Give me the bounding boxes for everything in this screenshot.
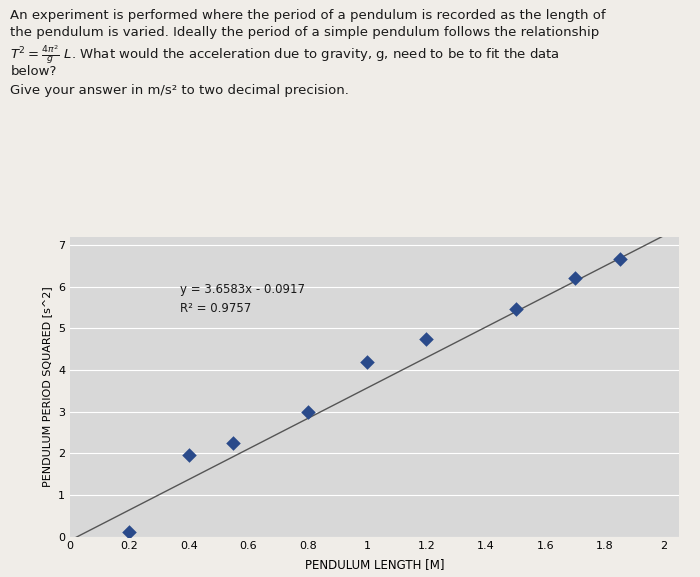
Point xyxy=(569,273,580,283)
Text: An experiment is performed where the period of a pendulum is recorded as the len: An experiment is performed where the per… xyxy=(10,9,606,22)
Point xyxy=(124,528,135,537)
Point xyxy=(614,255,625,264)
Point xyxy=(183,451,195,460)
Point xyxy=(510,305,522,314)
Point xyxy=(421,334,432,343)
Text: $T^2 = \frac{4\pi^2}{g}\ L$. What would the acceleration due to gravity, g, need: $T^2 = \frac{4\pi^2}{g}\ L$. What would … xyxy=(10,43,561,66)
Text: the pendulum is varied. Ideally the period of a simple pendulum follows the rela: the pendulum is varied. Ideally the peri… xyxy=(10,26,600,39)
Text: Give your answer in m/s² to two decimal precision.: Give your answer in m/s² to two decimal … xyxy=(10,84,349,97)
Text: below?: below? xyxy=(10,65,57,78)
Point xyxy=(228,439,239,448)
Text: y = 3.6583x - 0.0917: y = 3.6583x - 0.0917 xyxy=(180,283,305,296)
Point xyxy=(361,357,372,366)
Y-axis label: PENDULUM PERIOD SQUARED [s^2]: PENDULUM PERIOD SQUARED [s^2] xyxy=(43,286,52,487)
Text: R² = 0.9757: R² = 0.9757 xyxy=(180,302,251,314)
X-axis label: PENDULUM LENGTH [M]: PENDULUM LENGTH [M] xyxy=(304,559,444,571)
Point xyxy=(302,407,314,416)
